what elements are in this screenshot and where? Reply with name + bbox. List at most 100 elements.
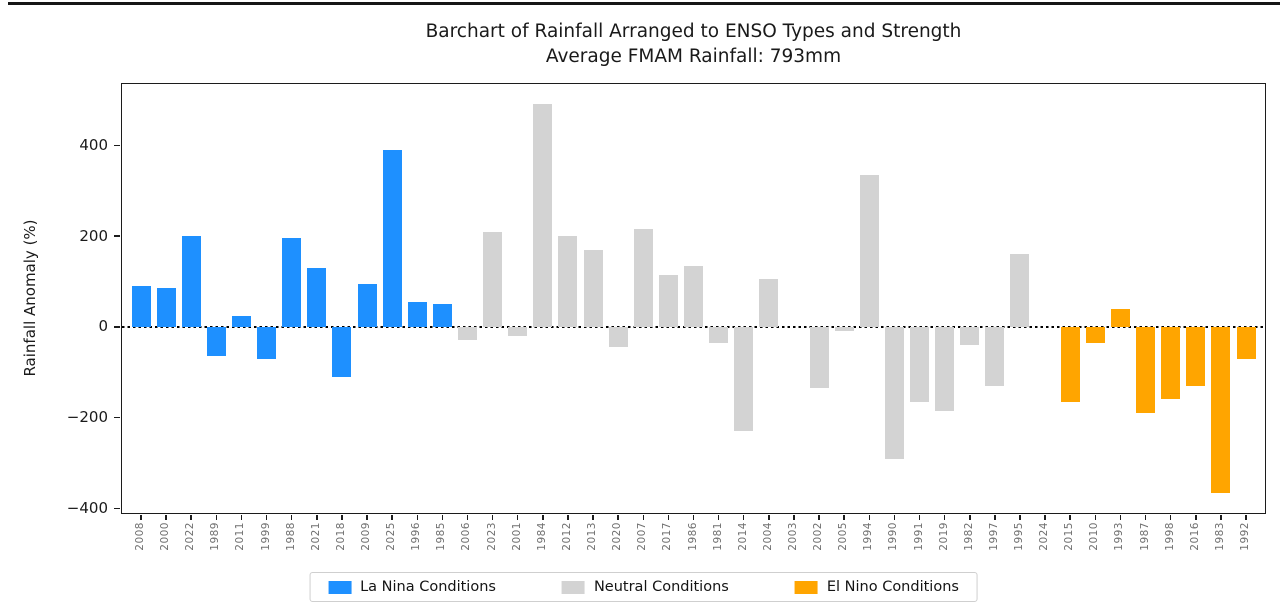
- x-tick-label-2013: 2013: [586, 522, 599, 551]
- x-tick-mark: [366, 514, 368, 520]
- bar-2016: [1186, 326, 1206, 386]
- x-tick-mark: [215, 514, 218, 520]
- x-tick-mark: [1069, 514, 1071, 520]
- x-tick-mark: [491, 514, 494, 520]
- bar-2019: [935, 326, 955, 411]
- y-tick-label: 0: [98, 317, 108, 336]
- legend-label-la_nina: La Nina Conditions: [360, 579, 496, 595]
- x-tick-label-2016: 2016: [1188, 522, 1201, 551]
- bar-2022: [181, 236, 201, 327]
- x-tick-mark: [1044, 514, 1046, 520]
- bar-2017: [658, 274, 678, 327]
- bar-1984: [533, 104, 553, 327]
- x-tick-label-2018: 2018: [334, 522, 347, 551]
- x-tick-mark: [316, 514, 318, 520]
- x-tick-mark: [542, 514, 544, 520]
- x-tick-mark: [1245, 514, 1247, 520]
- legend-swatch-la_nina: [328, 580, 352, 594]
- x-tick-label-2025: 2025: [385, 522, 398, 551]
- x-tick-mark: [793, 514, 795, 520]
- bar-2020: [608, 326, 628, 348]
- y-tick-label: 400: [79, 135, 108, 154]
- bar-1991: [910, 326, 930, 402]
- x-tick-mark: [466, 514, 469, 520]
- x-tick-label-2024: 2024: [1038, 522, 1051, 551]
- y-tick-mark: [114, 144, 120, 147]
- x-tick-label-1996: 1996: [410, 522, 423, 551]
- bar-2023: [483, 231, 503, 327]
- x-tick-mark: [692, 514, 695, 520]
- bar-1998: [1161, 326, 1181, 400]
- legend: La Nina Conditions Neutral Conditions El N…: [309, 572, 978, 602]
- plot-area: [122, 84, 1265, 513]
- x-tick-mark: [516, 514, 519, 520]
- bar-2009: [357, 283, 377, 327]
- legend-label-el_nino: El Nino Conditions: [826, 579, 959, 595]
- y-tick-mark: [114, 507, 120, 510]
- x-tick-mark: [843, 514, 845, 520]
- bar-1994: [859, 174, 879, 327]
- x-tick-mark: [893, 514, 896, 520]
- x-tick-label-1992: 1992: [1239, 522, 1251, 551]
- x-tick-mark: [717, 514, 720, 520]
- bar-1981: [709, 326, 729, 343]
- x-tick-label-1991: 1991: [912, 522, 925, 551]
- bar-1990: [884, 326, 904, 459]
- plot-frame: [120, 82, 1266, 514]
- bar-1983: [1211, 326, 1231, 493]
- bar-2005: [834, 326, 854, 332]
- x-tick-mark: [567, 514, 569, 520]
- bar-2011: [231, 315, 251, 327]
- x-tick-label-1989: 1989: [209, 522, 222, 551]
- x-tick-label-1983: 1983: [1213, 522, 1226, 551]
- x-tick-mark: [290, 514, 293, 520]
- x-tick-label-2007: 2007: [636, 522, 649, 551]
- x-tick-label-2022: 2022: [184, 522, 197, 551]
- chart-titles: Barchart of Rainfall Arranged to ENSO Ty…: [122, 19, 1265, 69]
- x-tick-label-1997: 1997: [987, 522, 1000, 551]
- chart-subtitle: Average FMAM Rainfall: 793mm: [545, 46, 842, 67]
- x-tick-label-2008: 2008: [134, 522, 146, 551]
- legend-entry-la_nina: La Nina Conditions: [328, 579, 496, 595]
- bar-2014: [734, 326, 754, 432]
- x-tick-mark: [1094, 514, 1097, 520]
- x-tick-label-2002: 2002: [812, 522, 825, 551]
- x-tick-mark: [592, 514, 594, 520]
- x-tick-mark: [391, 514, 393, 520]
- y-tick-label: −400: [66, 498, 108, 517]
- y-tick-mark: [114, 235, 120, 237]
- x-tick-label-1994: 1994: [862, 522, 875, 551]
- x-tick-mark: [190, 514, 192, 520]
- x-tick-label-2012: 2012: [560, 522, 573, 551]
- legend-entry-el_nino: El Nino Conditions: [794, 579, 959, 595]
- bar-1992: [1236, 326, 1256, 359]
- top-border-line: [8, 2, 1280, 5]
- x-tick-label-1984: 1984: [535, 522, 548, 551]
- x-tick-label-2001: 2001: [510, 522, 523, 551]
- x-tick-label-2011: 2011: [234, 522, 247, 551]
- bar-2013: [583, 249, 603, 327]
- bar-2000: [156, 288, 176, 327]
- bar-2006: [457, 326, 477, 341]
- bar-2018: [332, 326, 352, 377]
- x-tick-label-2015: 2015: [1063, 522, 1076, 551]
- bar-2008: [131, 286, 151, 327]
- x-tick-label-2004: 2004: [761, 522, 774, 551]
- bar-1985: [432, 304, 452, 327]
- y-tick-label: −200: [66, 408, 108, 427]
- bar-2012: [558, 236, 578, 327]
- x-tick-label-1982: 1982: [962, 522, 975, 551]
- x-tick-label-2023: 2023: [485, 522, 498, 551]
- x-tick-mark: [868, 514, 871, 520]
- zero-baseline: [122, 325, 1265, 328]
- x-tick-mark: [918, 514, 921, 520]
- bar-1999: [257, 326, 277, 359]
- bar-2025: [382, 149, 402, 327]
- bar-2010: [1085, 326, 1105, 343]
- legend-swatch-neutral: [561, 580, 585, 594]
- x-tick-label-1981: 1981: [711, 522, 724, 551]
- x-tick-mark: [416, 514, 418, 520]
- x-tick-label-2017: 2017: [661, 522, 674, 551]
- x-tick-label-2021: 2021: [309, 522, 322, 551]
- x-tick-label-2014: 2014: [736, 522, 749, 551]
